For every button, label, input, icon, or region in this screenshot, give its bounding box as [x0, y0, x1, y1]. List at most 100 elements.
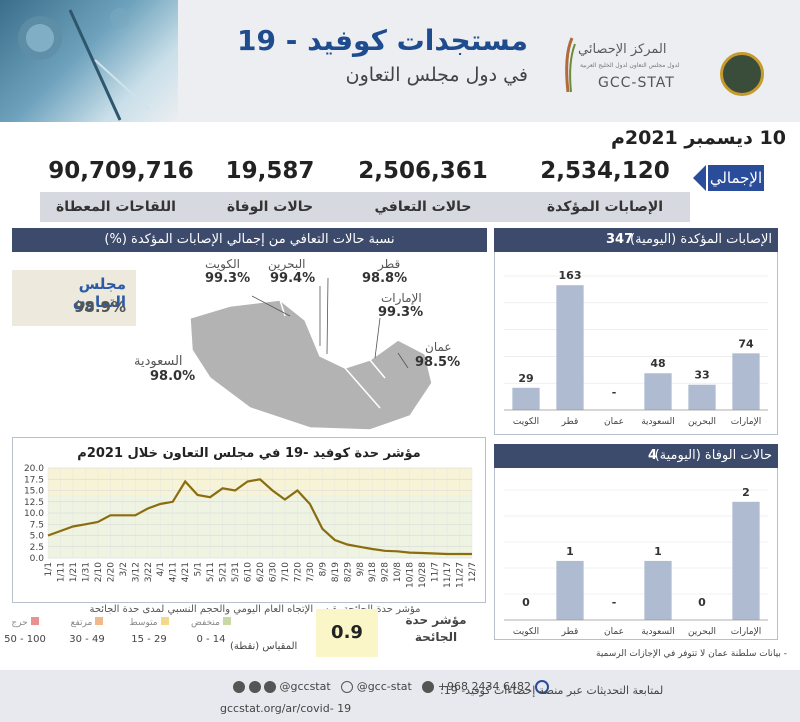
total-confirmed-label: الإصابات المؤكدة — [546, 199, 664, 215]
y-tick-label: 10.0 — [24, 509, 44, 519]
bar-category-label: قطر — [561, 627, 579, 637]
x-tick-label: 5/31 — [231, 562, 241, 582]
gcc-recovery-label: مجلس التعاون — [72, 275, 126, 311]
handle-gcc-stat[interactable]: @gcc-stat — [356, 680, 412, 693]
y-tick-label: 12.5 — [24, 498, 44, 508]
scale-item-label: مرتفع — [56, 617, 118, 628]
x-tick-label: 8/9 — [318, 562, 328, 577]
daily-cases-bar-chart: 29 الكويت 163 قطر - عمان 48 السعودية 33 البحرين 74… — [504, 269, 768, 427]
virus-illustration — [18, 8, 151, 121]
total-recovered-label: حالات التعافي — [374, 199, 472, 215]
oman-data-note: - بيانات سلطنة عمان لا تتوفر في الإجازات… — [596, 649, 788, 659]
bar-value-label: 74 — [738, 337, 754, 350]
x-tick-label: 3/2 — [119, 562, 129, 576]
x-tick-label: 11/7 — [431, 562, 441, 582]
total-vaccines-value: 90,709,716 — [48, 158, 194, 184]
severity-panel — [12, 437, 486, 603]
x-tick-label: 7/20 — [293, 562, 303, 582]
y-tick-label: 17.5 — [24, 475, 44, 485]
bar-value-label: 48 — [650, 357, 665, 370]
x-tick-label: 3/22 — [144, 562, 154, 582]
whatsapp-icon[interactable] — [422, 681, 435, 693]
severity-caption: مؤشر حدة الجائحة يقيس الإتجاه العام اليو… — [89, 604, 421, 615]
x-tick-label: 9/18 — [368, 562, 378, 582]
x-tick-label: 6/20 — [256, 562, 266, 582]
bar-category-label: الكويت — [513, 627, 539, 637]
x-tick-label: 10/18 — [406, 562, 416, 588]
gcc-map — [189, 277, 433, 431]
bar-value-label: 1 — [654, 545, 662, 558]
bar — [644, 373, 672, 410]
instagram-icon[interactable] — [264, 681, 276, 693]
bar-value-label: 163 — [559, 269, 582, 282]
daily-deaths-bar-chart: 0 الكويت 1 قطر - عمان 1 السعودية 0 البحرين 2 الإمار… — [504, 486, 768, 637]
scale-swatch — [160, 617, 169, 625]
x-tick-label: 9/28 — [381, 562, 391, 582]
bar-category-label: البحرين — [688, 417, 716, 427]
footer-url[interactable]: gccstat.org/ar/covid- 19 — [220, 702, 352, 715]
severity-scale: منخفض 0 - 14 متوسط 15 - 29 مرتفع 30 - 49 حرج 50… — [4, 617, 300, 657]
scale-range: 50 - 100 — [4, 634, 46, 645]
severity-line-chart: 0.02.55.07.510.012.515.017.520.01/1 1/11 1… — [24, 464, 478, 588]
map-label-oman: عمان — [425, 340, 452, 354]
x-tick-label: 5/1 — [194, 562, 204, 576]
y-tick-label: 0.0 — [30, 554, 45, 564]
scale-swatch — [30, 617, 39, 625]
y-tick-label: 15.0 — [24, 487, 44, 497]
bar-category-label: السعودية — [641, 417, 675, 427]
x-tick-label: 8/29 — [343, 562, 353, 582]
map-label-bahrain: البحرين — [268, 257, 306, 271]
scale-item: حرج 50 - 100 — [0, 617, 56, 645]
bar-value-label: 0 — [698, 596, 706, 609]
footer-bar — [0, 670, 800, 722]
x-tick-label: 11/17 — [443, 562, 453, 588]
org-name-ar: المركز الإحصائي — [578, 42, 667, 57]
y-tick-label: 20.0 — [24, 464, 44, 474]
scale-item-label: متوسط — [118, 617, 180, 628]
twitter-icon[interactable] — [233, 681, 245, 693]
bar-value-label: 1 — [566, 545, 574, 558]
handle-gccstat[interactable]: @gccstat — [279, 680, 331, 693]
gcc-recovery-value: 98.9% — [73, 298, 126, 316]
virus-hero-image — [0, 0, 178, 122]
total-deaths-label: حالات الوفاة — [226, 199, 314, 215]
scale-item: متوسط 15 - 29 — [118, 617, 180, 645]
snapchat-icon[interactable] — [341, 681, 354, 693]
map-value-oman: 98.5% — [415, 355, 461, 370]
footer-cta: لمتابعة التحديثات عبر منصة إحصاءات كوفيد… — [440, 684, 664, 697]
bar-category-label: البحرين — [688, 627, 716, 637]
report-date: 10 ديسمبر 2021م — [610, 127, 786, 149]
x-tick-label: 4/11 — [169, 562, 179, 582]
daily-deaths-total: 4 — [648, 448, 658, 463]
bar-value-label: 29 — [518, 372, 533, 385]
scale-range: 0 - 14 — [196, 634, 226, 645]
x-tick-label: 7/10 — [281, 562, 291, 582]
phone-number[interactable]: +968 2434 6482 — [437, 680, 532, 693]
bar-category-label: عمان — [604, 417, 624, 427]
bar-value-label: - — [612, 596, 617, 609]
x-tick-label: 4/21 — [181, 562, 191, 582]
totals-label: الإجمالي — [708, 165, 764, 191]
severity-title: مؤشر حدة كوفيد -19 في مجلس التعاون خلال … — [77, 446, 421, 461]
scale-range: 30 - 49 — [69, 634, 105, 645]
x-tick-label: 3/12 — [131, 562, 141, 582]
org-name-en: GCC-STAT — [598, 75, 675, 91]
scale-label: المقياس (نقطة) — [230, 641, 298, 652]
x-tick-label: 7/30 — [306, 562, 316, 582]
bar-value-label: 0 — [522, 596, 530, 609]
gcc-emblem-icon — [720, 52, 764, 96]
facebook-icon[interactable] — [248, 681, 261, 693]
bar-category-label: السعودية — [641, 627, 675, 637]
bar — [644, 560, 672, 620]
map-value-kuwait: 99.3% — [205, 271, 251, 286]
x-tick-label: 5/21 — [219, 562, 229, 582]
bar — [732, 353, 760, 410]
org-subtitle: لدول مجلس التعاون لدول الخليج العربية — [580, 62, 680, 69]
x-tick-label: 5/11 — [206, 562, 216, 582]
daily-cases-header: الإصابات المؤكدة (اليومية) 347 — [494, 228, 778, 252]
map-value-saudi: 98.0% — [150, 369, 196, 384]
scale-item: منخفض 0 - 14 — [180, 617, 242, 645]
bar-category-label: الإمارات — [731, 417, 762, 427]
x-tick-label: 10/28 — [418, 562, 428, 588]
map-label-uae: الإمارات — [381, 291, 422, 305]
